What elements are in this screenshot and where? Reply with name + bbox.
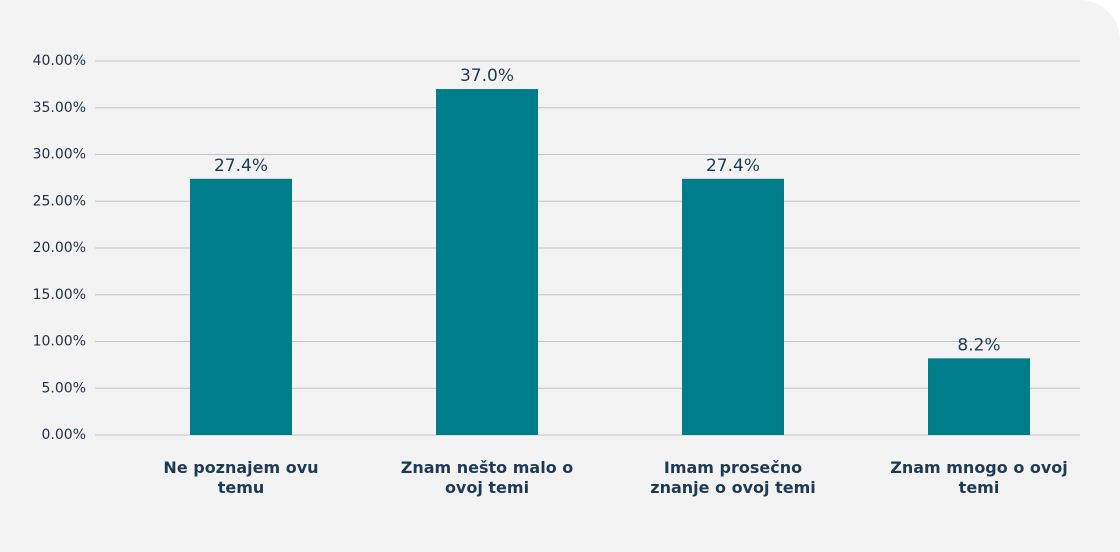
bar — [436, 89, 538, 436]
value-label: 27.4% — [706, 156, 760, 176]
value-label: 27.4% — [214, 156, 268, 176]
x-tick-label: Znam nešto malo o ovoj temi — [400, 458, 574, 497]
y-tick-label: 20.00% — [33, 240, 86, 256]
y-tick-label: 40.00% — [33, 53, 86, 69]
y-tick-label: 25.00% — [33, 193, 86, 209]
value-label: 37.0% — [460, 66, 514, 86]
bar — [928, 358, 1030, 435]
y-tick-label: 15.00% — [33, 287, 86, 303]
x-tick-label: Ne poznajem ovu temu — [163, 458, 319, 497]
x-tick-label: Znam mnogo o ovoj temi — [890, 458, 1068, 497]
x-tick-label: Imam prosečno znanje o ovoj temi — [650, 458, 816, 497]
y-tick-label: 10.00% — [33, 334, 86, 350]
bar — [190, 178, 292, 435]
y-tick-label: 35.00% — [33, 100, 86, 116]
y-tick-label: 0.00% — [42, 427, 86, 443]
bar — [682, 178, 784, 435]
value-label: 8.2% — [957, 335, 1000, 355]
y-tick-label: 5.00% — [42, 380, 86, 396]
y-tick-label: 30.00% — [33, 147, 86, 163]
